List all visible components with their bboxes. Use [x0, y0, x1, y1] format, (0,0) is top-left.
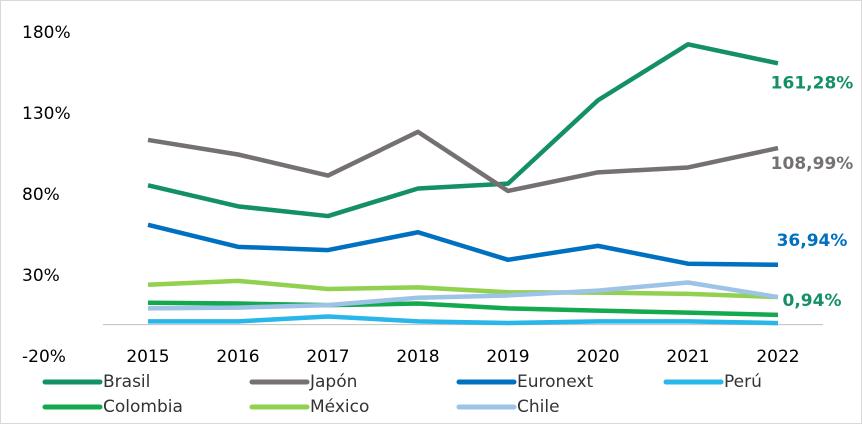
data-label: 0,94%	[783, 291, 842, 311]
series-line	[147, 129, 779, 194]
x-tick-label: 2020	[576, 347, 619, 367]
series-line	[148, 314, 779, 326]
x-tick-label: 2022	[756, 347, 799, 367]
series-line	[147, 278, 779, 300]
y-tick-label: -20%	[22, 347, 66, 367]
y-tick-label: 30%	[22, 266, 60, 286]
series-line	[147, 42, 779, 219]
legend-label: México	[310, 397, 369, 417]
series-line	[147, 300, 779, 318]
y-tick-label: 130%	[22, 104, 71, 124]
legend-label: Euronext	[517, 372, 594, 392]
legend-label: Chile	[517, 397, 560, 417]
legend-label: Brasil	[103, 372, 150, 392]
x-tick-label: 2016	[216, 347, 259, 367]
x-tick-label: 2018	[396, 347, 439, 367]
y-tick-label: 180%	[22, 23, 71, 43]
x-tick-label: 2019	[486, 347, 529, 367]
legend-label: Japón	[309, 372, 357, 392]
y-tick-label: 80%	[22, 185, 60, 205]
data-label: 108,99%	[771, 154, 854, 174]
x-tick-label: 2021	[666, 347, 709, 367]
x-tick-label: 2015	[126, 347, 169, 367]
data-label: 161,28%	[771, 73, 854, 93]
legend-label: Colombia	[103, 397, 183, 417]
series-line	[147, 280, 779, 311]
legend-label: Perú	[724, 372, 762, 392]
x-tick-label: 2017	[306, 347, 349, 367]
data-label: 36,94%	[777, 231, 848, 251]
series-line	[147, 222, 779, 268]
